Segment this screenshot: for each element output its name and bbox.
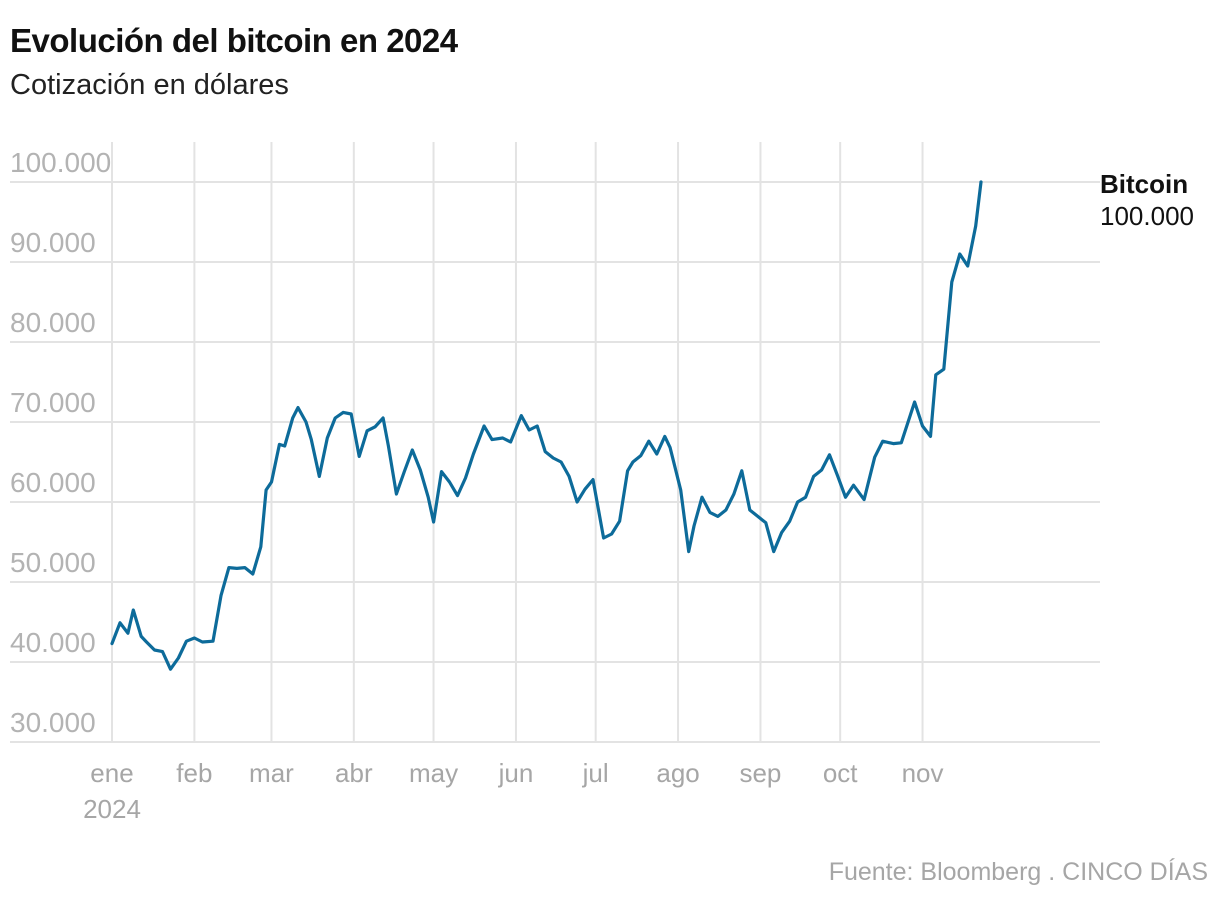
y-axis-tick-labels: 30.000 40.000 50.000 60.000 70.000 80.000 90.0… [10,147,111,738]
y-tick-label: 100.000 [10,147,111,178]
x-tick-label: oct [823,758,858,788]
series-line-bitcoin [110,180,983,671]
y-tick-label: 50.000 [10,547,96,578]
y-tick-label: 40.000 [10,627,96,658]
y-tick-label: 30.000 [10,707,96,738]
x-tick-label: ene [90,758,133,788]
series-end-label-name: Bitcoin [1100,169,1188,199]
y-tick-label: 90.000 [10,227,96,258]
chart-title: Evolución del bitcoin en 2024 [10,22,458,59]
x-axis-tick-labels: ene 2024 feb mar abr may jun jul ago sep oct nov [83,758,943,824]
y-tick-label: 80.000 [10,307,96,338]
chart-subtitle: Cotización en dólares [10,69,289,101]
vertical-gridlines [111,142,924,742]
x-tick-label: abr [335,758,373,788]
y-tick-label: 70.000 [10,387,96,418]
horizontal-gridlines [10,181,1100,743]
x-tick-label: ago [656,758,699,788]
x-tick-label: feb [176,758,212,788]
series-end-label-value: 100.000 [1100,201,1194,231]
x-tick-year-label: 2024 [83,794,141,824]
y-tick-label: 60.000 [10,467,96,498]
x-tick-label: mar [249,758,294,788]
x-tick-label: nov [902,758,944,788]
series-layer [110,180,983,671]
source-credit: Fuente: Bloomberg . CINCO DÍAS [828,858,1208,886]
x-tick-label: jun [498,758,534,788]
x-tick-label: may [409,758,458,788]
x-tick-label: jul [582,758,609,788]
x-tick-label: sep [739,758,781,788]
